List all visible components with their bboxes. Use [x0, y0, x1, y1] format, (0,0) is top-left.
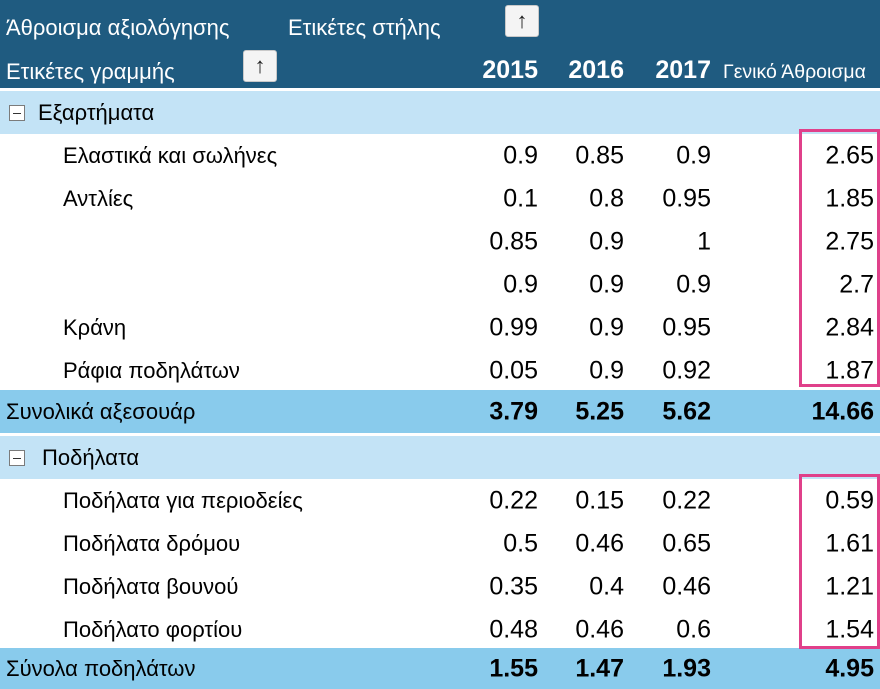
cell-2015[interactable]: 0.9: [503, 141, 538, 169]
cell-2015[interactable]: 0.22: [489, 486, 538, 514]
cell-2015[interactable]: 0.1: [503, 184, 538, 212]
table-row: Αντλίες 0.1 0.8 0.95 1.85: [0, 177, 880, 220]
minus-box-icon[interactable]: [9, 449, 25, 466]
group-row-bikes[interactable]: Ποδήλατα: [0, 436, 880, 479]
cell-2015[interactable]: 1.55: [489, 654, 538, 682]
subtotal-row-accessories: Συνολικά αξεσουάρ 3.79 5.25 5.62 14.66: [0, 390, 880, 433]
subtotal-row-bikes: Σύνολα ποδηλάτων 1.55 1.47 1.93 4.95: [0, 648, 880, 689]
table-row: 0.9 0.9 0.9 2.7: [0, 263, 880, 306]
cell-2017[interactable]: 0.65: [662, 529, 711, 557]
subtotal-label: Σύνολα ποδηλάτων: [6, 655, 196, 681]
cell-2016[interactable]: 0.85: [575, 141, 624, 169]
cell-2017[interactable]: 0.9: [676, 141, 711, 169]
table-row: Ποδήλατα βουνού 0.35 0.4 0.46 1.21: [0, 565, 880, 608]
cell-grand-total[interactable]: 1.61: [825, 529, 874, 557]
group-label: Εξαρτήματα: [38, 99, 155, 125]
row-label: Κράνη: [63, 314, 127, 340]
cell-2017[interactable]: 5.62: [662, 397, 711, 425]
cell-2016[interactable]: 0.9: [589, 227, 624, 255]
subtotal-label: Συνολικά αξεσουάρ: [6, 398, 196, 424]
table-row: Ποδήλατα για περιοδείες 0.22 0.15 0.22 0…: [0, 479, 880, 522]
cell-grand-total[interactable]: 2.84: [825, 313, 874, 341]
row-label: Ποδήλατα βουνού: [63, 573, 239, 599]
cell-2017[interactable]: 0.22: [662, 486, 711, 514]
grand-total-header: Γενικό Άθροισμα: [723, 61, 866, 83]
cell-2017[interactable]: 0.95: [662, 184, 711, 212]
cell-2015[interactable]: 0.99: [489, 313, 538, 341]
cell-2017[interactable]: 1: [697, 227, 711, 255]
cell-2016[interactable]: 0.9: [589, 356, 624, 384]
cell-2015[interactable]: 0.35: [489, 572, 538, 600]
row-label: Αντλίες: [63, 185, 134, 211]
arrow-up-icon: ↑: [254, 53, 266, 78]
cell-2017[interactable]: 0.9: [676, 270, 711, 298]
table-row: Ράφια ποδηλάτων 0.05 0.9 0.92 1.87: [0, 349, 880, 392]
value-field-label[interactable]: Άθροισμα αξιολόγησης: [6, 15, 230, 40]
cell-2016[interactable]: 0.15: [575, 486, 624, 514]
cell-grand-total[interactable]: 2.65: [825, 141, 874, 169]
row-label: Ποδήλατα για περιοδείες: [63, 487, 303, 513]
cell-2015[interactable]: 0.9: [503, 270, 538, 298]
cell-grand-total[interactable]: 1.54: [825, 615, 874, 643]
row-label: Ελαστικά και σωλήνες: [63, 142, 278, 168]
table-row: Ποδήλατο φορτίου 0.48 0.46 0.6 1.54: [0, 608, 880, 651]
cell-2016[interactable]: 0.46: [575, 615, 624, 643]
cell-2017[interactable]: 0.92: [662, 356, 711, 384]
cell-2015[interactable]: 0.48: [489, 615, 538, 643]
cell-grand-total[interactable]: 0.59: [825, 486, 874, 514]
group-label: Ποδήλατα: [42, 444, 140, 470]
cell-2015[interactable]: 0.85: [489, 227, 538, 255]
row-label: Ράφια ποδηλάτων: [63, 357, 240, 383]
cell-2016[interactable]: 1.47: [575, 654, 624, 682]
cell-grand-total[interactable]: 1.85: [825, 184, 874, 212]
cell-grand-total[interactable]: 2.7: [839, 270, 874, 298]
cell-2017[interactable]: 0.46: [662, 572, 711, 600]
row-labels-label[interactable]: Ετικέτες γραμμής: [6, 59, 175, 84]
table-row: Ποδήλατα δρόμου 0.5 0.46 0.65 1.61: [0, 522, 880, 565]
column-sort-button[interactable]: ↑: [505, 5, 539, 37]
cell-2016[interactable]: 0.4: [589, 572, 624, 600]
table-row: Ελαστικά και σωλήνες 0.9 0.85 0.9 2.65: [0, 134, 880, 177]
cell-grand-total[interactable]: 1.21: [825, 572, 874, 600]
cell-grand-total[interactable]: 2.75: [825, 227, 874, 255]
cell-2015[interactable]: 3.79: [489, 397, 538, 425]
cell-2016[interactable]: 0.46: [575, 529, 624, 557]
cell-2016[interactable]: 0.9: [589, 270, 624, 298]
arrow-up-icon: ↑: [516, 8, 528, 33]
cell-grand-total[interactable]: 14.66: [811, 397, 874, 425]
group-row-parts[interactable]: Εξαρτήματα: [0, 91, 880, 134]
table-row: Κράνη 0.99 0.9 0.95 2.84: [0, 306, 880, 349]
pivot-header: Άθροισμα αξιολόγησης Ετικέτες στήλης ↑ Ε…: [0, 0, 880, 88]
row-label: Ποδήλατο φορτίου: [63, 616, 243, 642]
column-header-2016[interactable]: 2016: [568, 56, 624, 84]
minus-box-icon[interactable]: [9, 104, 25, 121]
cell-2017[interactable]: 1.93: [662, 654, 711, 682]
table-row: 0.85 0.9 1 2.75: [0, 220, 880, 263]
column-labels-label[interactable]: Ετικέτες στήλης: [288, 15, 441, 40]
cell-2016[interactable]: 5.25: [575, 397, 624, 425]
cell-2016[interactable]: 0.9: [589, 313, 624, 341]
row-label: Ποδήλατα δρόμου: [63, 530, 241, 556]
cell-2015[interactable]: 0.05: [489, 356, 538, 384]
column-header-2015[interactable]: 2015: [482, 56, 538, 84]
cell-grand-total[interactable]: 1.87: [825, 356, 874, 384]
column-header-2017[interactable]: 2017: [655, 56, 711, 84]
cell-2015[interactable]: 0.5: [503, 529, 538, 557]
cell-2017[interactable]: 0.95: [662, 313, 711, 341]
row-sort-button[interactable]: ↑: [243, 50, 277, 82]
cell-2016[interactable]: 0.8: [589, 184, 624, 212]
cell-2017[interactable]: 0.6: [676, 615, 711, 643]
cell-grand-total[interactable]: 4.95: [825, 654, 874, 682]
